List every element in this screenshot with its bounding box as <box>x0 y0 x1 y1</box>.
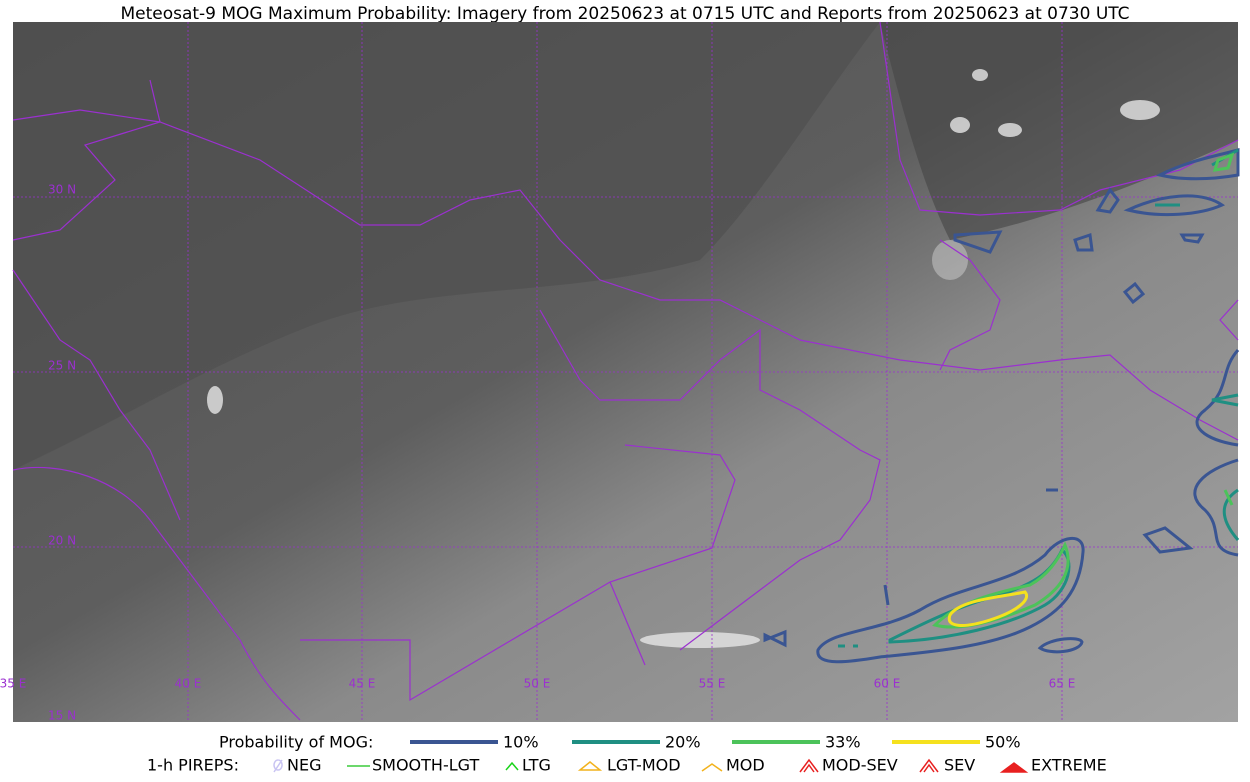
lon-label: 60 E <box>874 677 901 691</box>
legend-label: MOD-SEV <box>822 756 898 775</box>
legend-label: NEG <box>287 756 321 775</box>
contours <box>763 148 1240 664</box>
contour <box>1122 281 1146 305</box>
lon-label: 55 E <box>699 677 726 691</box>
contour <box>1212 152 1235 172</box>
pirep-symbol <box>701 763 723 772</box>
lat-label: 25 N <box>48 359 76 373</box>
contour <box>816 536 1085 664</box>
pirep-symbol <box>273 759 283 773</box>
contour <box>1123 194 1226 217</box>
lon-label: 45 E <box>349 677 376 691</box>
contour <box>1179 233 1205 244</box>
contour <box>1193 458 1239 557</box>
contour <box>883 584 890 606</box>
legend-heading: 1-h PIREPS: <box>147 756 239 775</box>
borders <box>12 21 1239 721</box>
pirep-symbol <box>999 762 1029 773</box>
lon-label: 35 E <box>0 677 26 691</box>
legend-label: 20% <box>665 733 701 752</box>
contour <box>1195 348 1240 447</box>
dark-region <box>13 22 880 470</box>
pirep-symbol <box>799 758 819 773</box>
pirep-symbol <box>919 758 939 773</box>
graticule <box>13 22 1238 722</box>
contour <box>1142 526 1194 554</box>
contour <box>1223 489 1234 506</box>
contour <box>1095 187 1120 214</box>
legend-label: 50% <box>985 733 1021 752</box>
pirep-symbol <box>505 761 519 771</box>
contour <box>1211 393 1240 541</box>
lon-label: 65 E <box>1049 677 1076 691</box>
contour <box>763 629 787 648</box>
lat-label: 30 N <box>48 183 76 197</box>
contour <box>1037 637 1084 654</box>
clouds <box>207 69 1160 648</box>
pirep-symbol <box>577 761 603 771</box>
legend-label: EXTREME <box>1031 756 1107 775</box>
contour <box>1073 233 1094 252</box>
legend: Probability of MOG: 10% 20% 33% 50% 1-h PIREP… <box>147 733 1107 775</box>
contour <box>947 590 1029 627</box>
contour <box>953 230 1003 254</box>
legend-heading: Probability of MOG: <box>219 733 373 752</box>
lon-label: 50 E <box>524 677 551 691</box>
legend-label: LTG <box>522 756 551 775</box>
legend-label: MOD <box>726 756 765 775</box>
lat-label: 15 N <box>48 709 76 723</box>
legend-label: 10% <box>503 733 539 752</box>
legend-label: LGT-MOD <box>607 756 681 775</box>
map: 30 N 25 N 20 N 15 N 35 E 40 E 45 E 50 E 55 E 60 E… <box>0 21 1240 723</box>
legend-label: SMOOTH-LGT <box>372 756 479 775</box>
title: Meteosat-9 MOG Maximum Probability: Imag… <box>120 4 1129 24</box>
dark-region <box>880 22 1238 240</box>
legend-label: 33% <box>825 733 861 752</box>
lon-label: 40 E <box>175 677 202 691</box>
legend-label: SEV <box>944 756 975 775</box>
lat-label: 20 N <box>48 534 76 548</box>
